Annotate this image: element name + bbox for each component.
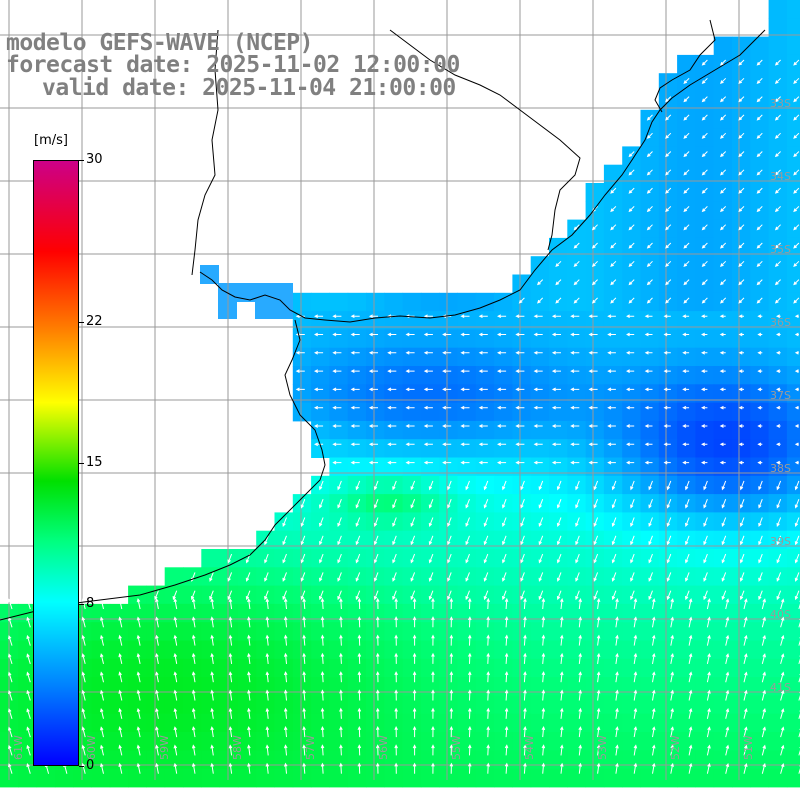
latitude-label: 40S bbox=[770, 608, 791, 621]
colorbar-tick-label: 15 bbox=[86, 455, 103, 470]
latitude-label: 39S bbox=[770, 535, 791, 548]
colorbar-tick-mark bbox=[79, 604, 84, 606]
colorbar-tick-mark bbox=[79, 321, 84, 323]
colorbar-tick-mark bbox=[79, 463, 84, 464]
latitude-label: 38S bbox=[770, 462, 791, 475]
longitude-label: 57W bbox=[304, 735, 317, 760]
longitude-label: 54W bbox=[523, 735, 536, 760]
coastline-argentina bbox=[0, 319, 326, 621]
longitude-label: 55W bbox=[450, 735, 463, 760]
border-brazil-uruguay bbox=[389, 29, 581, 251]
colorbar-tick-label: 30 bbox=[86, 152, 103, 167]
forecast-date: forecast date: 2025-11-02 12:00:00 bbox=[6, 52, 460, 78]
colorbar-tick-label: 0 bbox=[86, 758, 95, 773]
longitude-label: 60W bbox=[85, 735, 98, 760]
latitude-label: 33S bbox=[770, 97, 791, 110]
longitude-label: 56W bbox=[377, 735, 390, 760]
colorbar-tick-mark bbox=[79, 766, 84, 767]
coastline bbox=[0, 19, 766, 621]
model-title: modelo GEFS-WAVE (NCEP) bbox=[6, 30, 314, 56]
colorbar-unit: [m/s] bbox=[34, 133, 68, 148]
lagoon-coast bbox=[654, 19, 716, 113]
longitude-label: 52W bbox=[669, 735, 682, 760]
coastline-uruguay bbox=[199, 29, 766, 323]
colorbar bbox=[33, 160, 79, 766]
latitude-label: 37S bbox=[770, 389, 791, 402]
longitude-label: 51W bbox=[742, 735, 755, 760]
border-river bbox=[191, 29, 219, 276]
colorbar-tick-label: 22 bbox=[86, 313, 103, 329]
latitude-label: 35S bbox=[770, 243, 791, 256]
longitude-label: 59W bbox=[158, 735, 171, 760]
latitude-label: 36S bbox=[770, 316, 791, 329]
longitude-label: 53W bbox=[596, 735, 609, 760]
wind-arrows bbox=[8, 59, 800, 774]
colorbar-tick-mark bbox=[79, 160, 84, 161]
latitude-label: 41S bbox=[770, 681, 791, 694]
colorbar-tick-label: 8 bbox=[86, 596, 95, 612]
longitude-label: 58W bbox=[231, 735, 244, 760]
longitude-label: 61W bbox=[12, 735, 25, 760]
latitude-label: 34S bbox=[770, 170, 791, 183]
valid-date: valid date: 2025-11-04 21:00:00 bbox=[42, 75, 456, 101]
